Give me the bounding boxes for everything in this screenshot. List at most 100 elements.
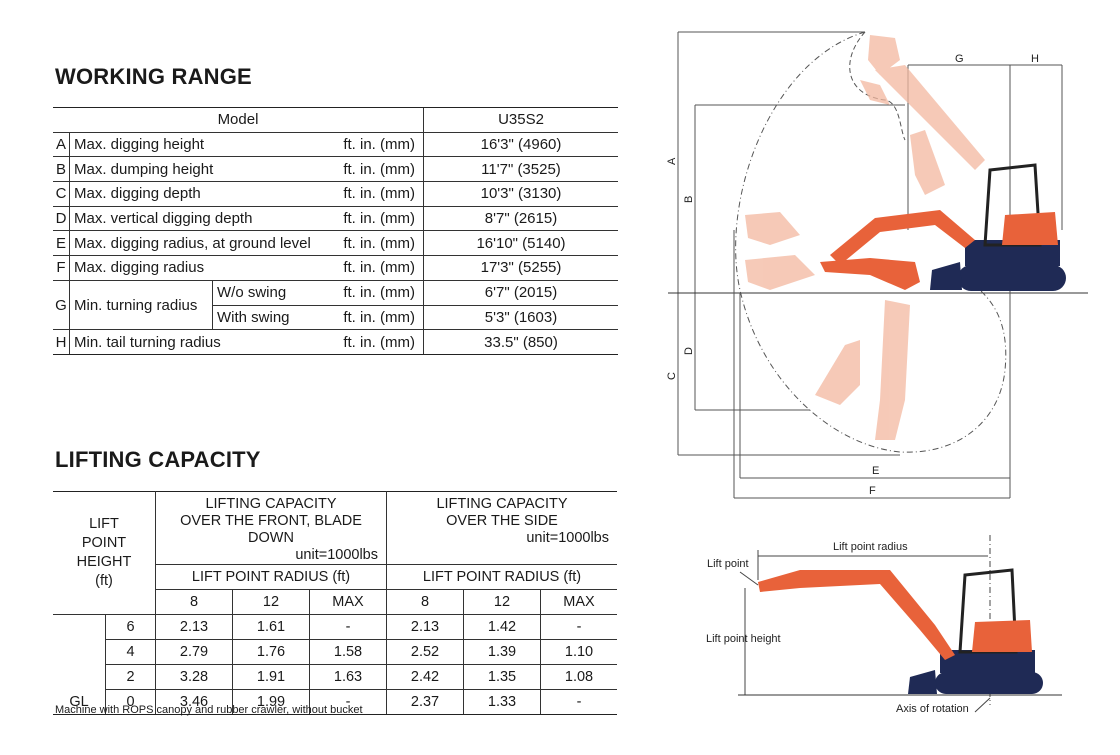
- inner-envelope: [849, 31, 906, 141]
- ghost-arm-vertical: [875, 300, 910, 440]
- value-cell: 1.10: [540, 639, 617, 665]
- dim-label-e: E: [872, 465, 879, 477]
- side-unit: unit=1000lbs: [526, 530, 609, 546]
- crawler-track: [958, 265, 1066, 291]
- value-cell: -: [309, 689, 387, 715]
- value-cell: 1.91: [232, 664, 310, 690]
- value-cell: 1.33: [463, 689, 541, 715]
- lift-point-radius-label: Lift point radius: [833, 541, 908, 553]
- table-row: GL 0 3.46 1.99 - 2.37 1.33 -: [53, 689, 617, 715]
- working-range-title: WORKING RANGE: [55, 64, 252, 89]
- lift-dozer-blade: [908, 670, 937, 694]
- table-row: C Max. digging depth ft. in. (mm) 10'3" …: [53, 181, 618, 207]
- ghost-arm-positions: [745, 35, 985, 440]
- radius-header: 12: [463, 589, 541, 615]
- front-capacity-header: LIFTING CAPACITY OVER THE FRONT, BLADE D…: [155, 491, 387, 565]
- lift-point-height-label: Lift point height: [706, 633, 781, 645]
- row-unit: ft. in. (mm): [331, 329, 424, 355]
- value-cell: 1.42: [463, 614, 541, 640]
- side-head-line: LIFTING CAPACITY: [436, 496, 568, 512]
- value-cell: -: [540, 689, 617, 715]
- table-header-row: LIFT POINT RADIUS (ft) LIFT POINT RADIUS…: [53, 564, 617, 590]
- value-cell: 1.61: [232, 614, 310, 640]
- table-row: D Max. vertical digging depth ft. in. (m…: [53, 205, 618, 232]
- lift-head-line: (ft): [95, 573, 113, 589]
- footnote: Machine with ROPS canopy and rubber craw…: [55, 704, 363, 716]
- lift-head-line: LIFT: [89, 516, 119, 532]
- ghost-bucket-left-lower: [745, 255, 815, 290]
- table-header-row: LIFT POINT HEIGHT (ft) LIFTING CAPACITY …: [53, 491, 617, 615]
- dim-label-f: F: [869, 485, 876, 497]
- value-cell: -: [540, 614, 617, 640]
- row-item: Max. dumping height: [69, 156, 331, 183]
- ghost-bucket-left-upper: [745, 212, 800, 245]
- lift-upper-frame: [940, 650, 1035, 673]
- dim-label-c: C: [666, 372, 678, 380]
- side-capacity-header: LIFTING CAPACITY OVER THE SIDE unit=1000…: [386, 491, 617, 565]
- value-cell: 1.35: [463, 664, 541, 690]
- row-value: 10'3" (3130): [423, 181, 618, 207]
- ghost-bucket-top: [868, 35, 900, 75]
- row-item: Min. tail turning radius: [69, 329, 331, 355]
- front-head-line: OVER THE FRONT, BLADE DOWN: [180, 513, 362, 546]
- lift-boom-arm: [758, 570, 955, 660]
- height-cell: 2: [105, 664, 156, 690]
- model-label: Model: [53, 107, 424, 133]
- lifting-capacity-title: LIFTING CAPACITY: [55, 447, 261, 472]
- reach-envelope: [735, 31, 1007, 453]
- ghost-bucket-deep: [815, 340, 860, 405]
- row-unit: ft. in. (mm): [331, 304, 424, 331]
- ghost-arm-top: [875, 65, 985, 170]
- lift-point-height-header: LIFT POINT HEIGHT (ft): [53, 491, 156, 615]
- axis-of-rotation-label: Axis of rotation: [896, 703, 969, 715]
- lift-point-diagram: [738, 535, 1062, 713]
- dim-label-a: A: [666, 157, 678, 165]
- row-item: Max. digging depth: [69, 181, 331, 207]
- table-row: A Max. digging height ft. in. (mm) 16'3"…: [53, 131, 618, 158]
- table-header-row: Model U35S2: [53, 107, 618, 133]
- axis-leader: [974, 697, 991, 713]
- value-cell: 2.42: [386, 664, 464, 690]
- row-value: 8'7" (2615): [423, 205, 618, 232]
- gl-cell: GL: [53, 689, 106, 715]
- row-item: Max. digging radius: [69, 255, 331, 281]
- arm-bucket: [820, 258, 920, 290]
- lift-point-label: Lift point: [707, 558, 749, 570]
- value-cell: 1.63: [309, 664, 387, 690]
- value-cell: 3.46: [155, 689, 233, 715]
- side-head-line: OVER THE SIDE: [446, 513, 558, 529]
- ghost-bucket-high: [860, 80, 890, 105]
- gl-cell: [53, 614, 106, 640]
- lift-crawler-track: [935, 672, 1043, 694]
- dim-label-b: B: [683, 196, 695, 203]
- radius-header: 8: [155, 589, 233, 615]
- lift-point-leader: [739, 571, 759, 586]
- value-cell: 2.37: [386, 689, 464, 715]
- value-cell: 1.76: [232, 639, 310, 665]
- radius-header: 12: [232, 589, 310, 615]
- ghost-bucket-dump: [910, 130, 945, 195]
- row-value: 17'3" (5255): [423, 255, 618, 281]
- lift-head-line: HEIGHT: [76, 554, 132, 570]
- table-row: H Min. tail turning radius ft. in. (mm) …: [53, 329, 618, 355]
- working-range-table: Model U35S2 A Max. digging height ft. in…: [53, 107, 618, 355]
- row-unit: ft. in. (mm): [331, 131, 424, 158]
- front-radius-label: LIFT POINT RADIUS (ft): [155, 564, 387, 590]
- dim-label-d: D: [683, 347, 695, 355]
- excavator-lift: [758, 568, 1043, 694]
- row-letter: G: [53, 279, 70, 331]
- row-unit: ft. in. (mm): [331, 279, 424, 306]
- row-item: Max. vertical digging depth: [69, 205, 331, 232]
- value-cell: 2.13: [386, 614, 464, 640]
- row-letter: H: [53, 329, 70, 355]
- row-value: 33.5" (850): [423, 329, 618, 355]
- dim-label-h: H: [1031, 53, 1039, 65]
- table-row: G Min. turning radius W/o swing ft. in. …: [53, 279, 618, 331]
- row-value: 16'3" (4960): [423, 131, 618, 158]
- lift-head-line: POINT: [81, 535, 127, 551]
- boom: [830, 210, 975, 265]
- radius-header: MAX: [540, 589, 617, 615]
- front-unit: unit=1000lbs: [295, 547, 378, 563]
- lift-engine-hood: [972, 620, 1032, 652]
